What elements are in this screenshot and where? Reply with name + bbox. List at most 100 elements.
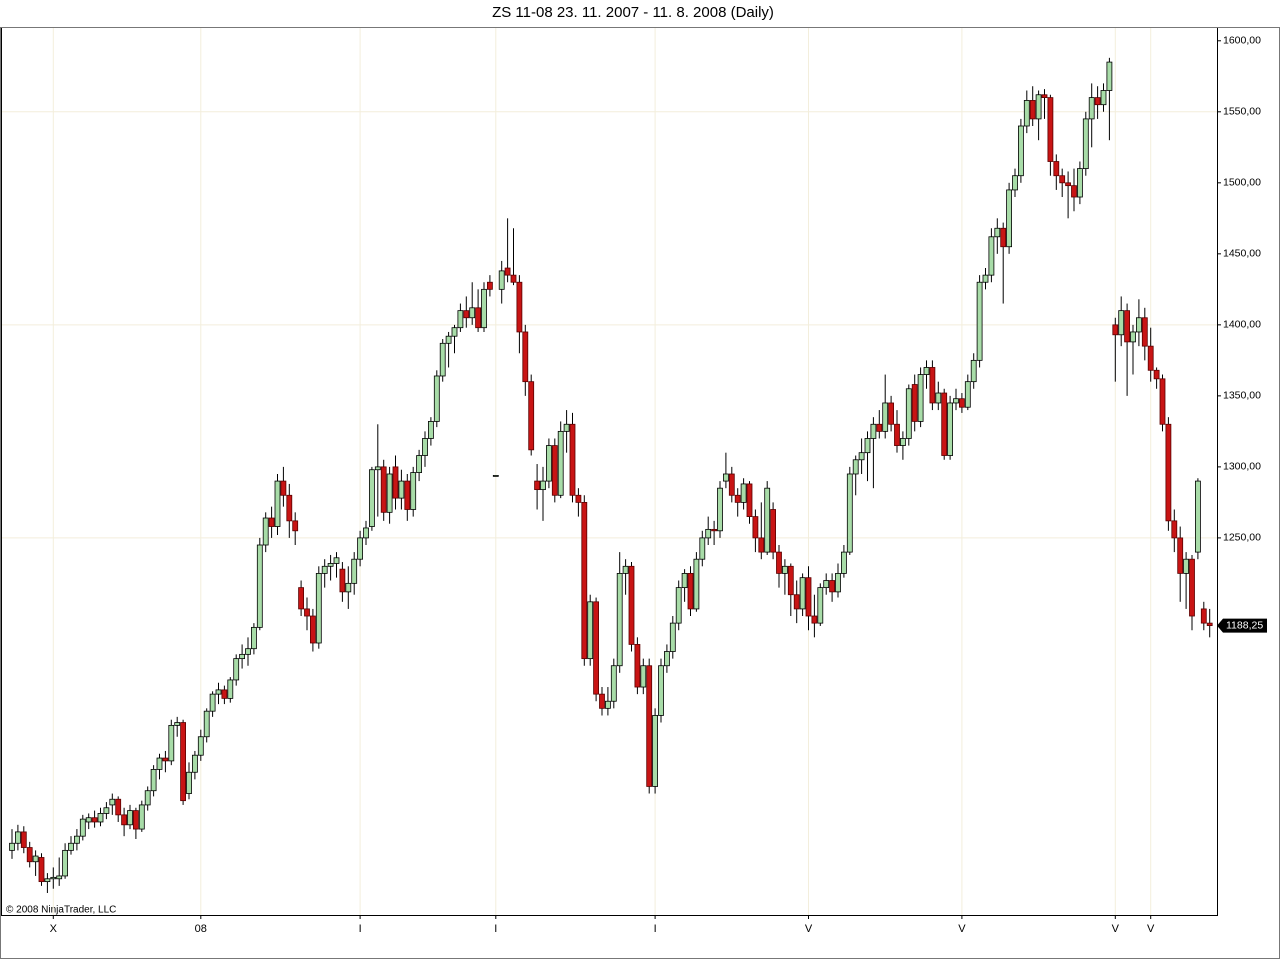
- candle-body: [852, 459, 859, 475]
- y-tick-label: 1500,00: [1223, 177, 1261, 189]
- candle-body: [988, 236, 995, 276]
- candle-body: [274, 480, 281, 527]
- candle-body: [286, 494, 293, 522]
- candle-body: [1112, 324, 1119, 336]
- candle-body: [492, 475, 499, 477]
- candle-body: [1065, 182, 1071, 187]
- candle-body: [711, 528, 717, 532]
- candle-body: [970, 359, 977, 383]
- candle-body: [976, 281, 983, 361]
- candle-body: [451, 327, 458, 337]
- candle-body: [669, 622, 676, 652]
- candle-body: [793, 594, 800, 610]
- candle-body: [174, 722, 181, 726]
- candle-body: [1206, 622, 1213, 627]
- candle-body: [557, 430, 564, 496]
- candle-body: [363, 527, 369, 539]
- candle-body: [304, 608, 310, 617]
- x-tick-label: X: [50, 923, 58, 935]
- candle-body: [68, 842, 74, 851]
- candle-body: [1177, 537, 1184, 574]
- candle-body: [38, 857, 45, 883]
- candle-body: [752, 516, 759, 539]
- candle-body: [929, 367, 936, 404]
- candle-body: [1006, 189, 1012, 248]
- candle-body: [180, 722, 187, 802]
- candle-body: [717, 487, 723, 532]
- candle-body: [1124, 310, 1130, 343]
- candle-body: [221, 689, 228, 699]
- candle-body: [764, 487, 771, 553]
- candle-body: [658, 665, 664, 716]
- candle-body: [823, 580, 830, 589]
- candle-body: [805, 577, 812, 617]
- candle-body: [186, 771, 192, 794]
- chart-title: ZS 11-08 23. 11. 2007 - 11. 8. 2008 (Dai…: [492, 4, 774, 21]
- candle-body: [687, 573, 694, 610]
- y-tick-label: 1400,00: [1223, 319, 1261, 331]
- candle-body: [664, 651, 670, 667]
- candle-body: [1189, 558, 1195, 617]
- candle-body: [1100, 90, 1107, 106]
- candle-body: [1082, 118, 1089, 170]
- candle-body: [699, 537, 706, 560]
- x-tick-label: I: [494, 923, 497, 935]
- candle-body: [150, 769, 157, 792]
- candle-body: [197, 736, 204, 756]
- candle-body: [846, 473, 853, 553]
- candle-body: [941, 392, 948, 456]
- candle-body: [392, 466, 399, 499]
- candle-body: [870, 423, 877, 439]
- candle-body: [1041, 94, 1048, 98]
- x-tick-label: I: [654, 923, 657, 935]
- candle-body: [256, 544, 263, 628]
- candle-body: [168, 724, 175, 762]
- candle-body: [894, 423, 900, 446]
- candle-body: [746, 483, 753, 517]
- candle-body: [876, 423, 883, 432]
- candle-body: [1136, 317, 1142, 333]
- candle-body: [445, 335, 452, 344]
- candle-body: [203, 710, 210, 738]
- candle-body: [817, 587, 824, 624]
- candle-body: [1094, 97, 1101, 106]
- candle-body: [162, 757, 169, 762]
- candle-body: [964, 381, 971, 408]
- candle-body: [62, 849, 68, 877]
- candle-body: [799, 577, 806, 610]
- candle-body: [782, 565, 788, 574]
- candle-body: [1195, 480, 1201, 553]
- candle-body: [959, 398, 965, 408]
- y-tick-label: 1450,00: [1223, 248, 1261, 260]
- candle-body: [404, 480, 411, 510]
- candle-body: [422, 438, 428, 456]
- candle-body: [262, 517, 269, 546]
- candle-body: [44, 878, 51, 883]
- candle-body: [115, 798, 122, 816]
- candle-body: [109, 798, 116, 806]
- candle-body: [1077, 168, 1083, 198]
- candle-body: [1071, 185, 1077, 198]
- candle-body: [551, 445, 558, 496]
- y-tick-label: 1350,00: [1223, 390, 1261, 402]
- candle-body: [1047, 97, 1054, 162]
- candle-body: [616, 573, 623, 667]
- candle-body: [835, 573, 841, 593]
- candle-body: [209, 693, 216, 712]
- candle-body: [433, 375, 440, 422]
- candle-body: [56, 875, 63, 880]
- candle-body: [245, 648, 251, 655]
- candle-body: [982, 274, 989, 283]
- candle-body: [345, 582, 352, 593]
- candle-body: [327, 563, 334, 567]
- candle-body: [427, 421, 434, 439]
- candle-body: [864, 438, 871, 454]
- candle-body: [191, 754, 198, 773]
- candle-body: [74, 835, 80, 844]
- x-tick-label: V: [1112, 923, 1120, 935]
- candle-body: [292, 520, 299, 532]
- candle-body: [634, 644, 641, 688]
- last-price-label: 1188,25: [1226, 619, 1263, 631]
- y-tick-label: 1250,00: [1223, 532, 1261, 544]
